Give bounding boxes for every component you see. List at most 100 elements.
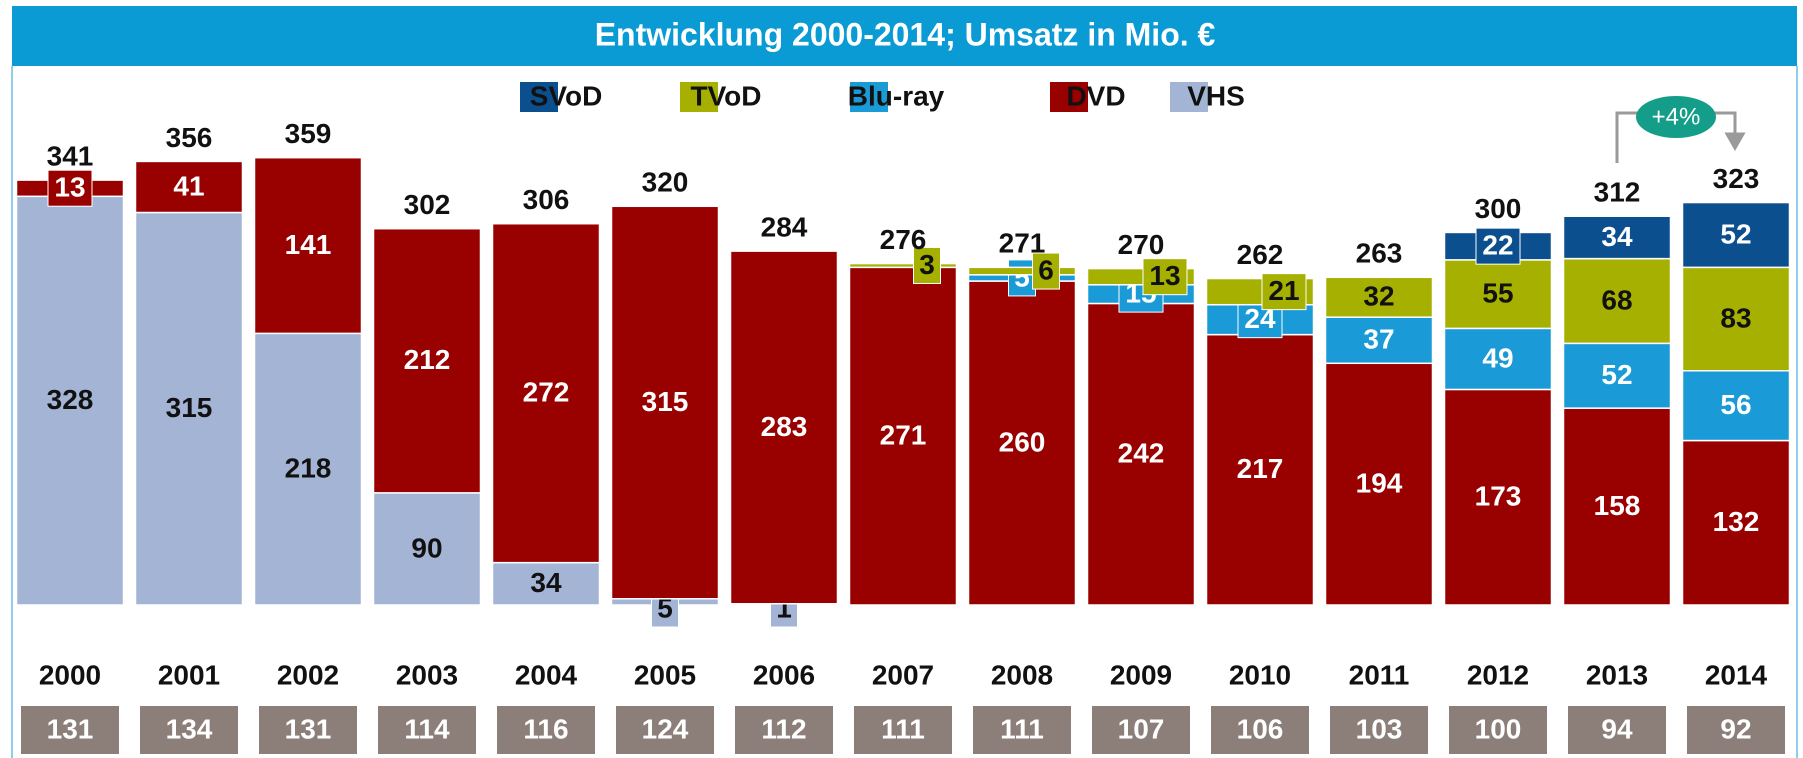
bar-segment (1324, 362, 1434, 606)
label-box (1261, 273, 1307, 311)
bar-segment (1086, 302, 1196, 606)
segment-label: 194 (1356, 468, 1403, 499)
x-tick-label: 2011 (1349, 659, 1410, 690)
annotation-badge (1636, 96, 1716, 138)
bottom-value: 103 (1356, 713, 1403, 744)
bar-segment (253, 332, 363, 606)
bar-segment (372, 492, 482, 606)
bar-segment (1562, 407, 1672, 606)
bottom-box (21, 706, 119, 754)
bottom-box (1449, 706, 1547, 754)
segment-label: 52 (1720, 218, 1751, 249)
total-label: 312 (1594, 177, 1641, 208)
bottom-box (1330, 706, 1428, 754)
bar-segment (372, 227, 482, 494)
bottom-box (1687, 706, 1785, 754)
bottom-box (259, 706, 357, 754)
x-tick-label: 2007 (872, 659, 934, 690)
segment-label: 22 (1482, 230, 1513, 261)
chart-title: Entwicklung 2000-2014; Umsatz in Mio. € (595, 16, 1216, 52)
segment-label: 242 (1118, 438, 1165, 469)
bar-segment (1205, 333, 1315, 606)
bottom-value: 106 (1237, 713, 1284, 744)
segment-label: 52 (1601, 359, 1632, 390)
legend-swatch (850, 82, 888, 112)
segment-label: 218 (285, 453, 332, 484)
bottom-box (854, 706, 952, 754)
label-box (1475, 227, 1521, 265)
segment-label: 315 (642, 386, 689, 417)
bar-segment (610, 205, 720, 600)
bar-segment (967, 280, 1077, 606)
bottom-box (973, 706, 1071, 754)
title-bar (12, 6, 1797, 66)
total-label: 306 (523, 184, 570, 215)
total-label: 276 (880, 224, 927, 255)
segment-label: 68 (1601, 284, 1632, 315)
bottom-value: 107 (1118, 713, 1165, 744)
legend-label: TVoD (690, 80, 761, 111)
total-label: 300 (1475, 193, 1522, 224)
total-label: 270 (1118, 229, 1165, 260)
bottom-value: 94 (1601, 713, 1633, 744)
bar-segment (1681, 370, 1791, 442)
bar-segment (1324, 316, 1434, 365)
x-tick-label: 2002 (277, 659, 339, 690)
bar-segment (1681, 439, 1791, 606)
segment-label: 55 (1482, 278, 1513, 309)
bottom-box (1568, 706, 1666, 754)
bottom-value: 134 (166, 713, 213, 744)
legend-swatch (1170, 82, 1208, 112)
legend-label: DVD (1066, 80, 1125, 111)
segment-label: 5 (657, 592, 673, 623)
x-tick-label: 2012 (1467, 659, 1529, 690)
bar-segment (729, 250, 839, 605)
bottom-box (497, 706, 595, 754)
segment-label: 132 (1713, 506, 1760, 537)
bar-segment (848, 266, 958, 606)
bar-segment (134, 211, 244, 606)
total-label: 359 (285, 118, 332, 149)
segment-label: 6 (1038, 254, 1054, 285)
bottom-value: 112 (761, 713, 806, 744)
bottom-value: 111 (1000, 713, 1044, 744)
bar-segment (1562, 215, 1672, 260)
bottom-value: 92 (1720, 713, 1751, 744)
legend-swatch (520, 82, 558, 112)
x-tick-label: 2009 (1110, 659, 1172, 690)
bar-segment (134, 160, 244, 214)
segment-label: 212 (404, 344, 451, 375)
total-label: 262 (1237, 239, 1284, 270)
x-tick-label: 2000 (39, 659, 101, 690)
segment-label: 5 (1014, 261, 1030, 292)
bottom-value: 131 (285, 713, 332, 744)
segment-label: 13 (1149, 260, 1180, 291)
total-label: 263 (1356, 238, 1403, 269)
bar-segment (1562, 257, 1672, 345)
segment-label: 283 (761, 411, 808, 442)
segment-label: 217 (1237, 453, 1284, 484)
legend-swatch (1050, 82, 1088, 112)
bar-segment (15, 195, 125, 606)
annotation: +4% (1652, 103, 1701, 130)
x-tick-label: 2005 (634, 659, 696, 690)
segment-label: 271 (880, 420, 927, 451)
bar-segment (1562, 342, 1672, 409)
segment-label: 260 (999, 426, 1046, 457)
segment-label: 315 (166, 392, 213, 423)
bottom-box (616, 706, 714, 754)
segment-label: 13 (54, 172, 85, 203)
bottom-value: 116 (523, 713, 568, 744)
x-tick-label: 2001 (158, 659, 220, 690)
segment-label: 173 (1475, 481, 1522, 512)
bottom-value: 131 (47, 713, 94, 744)
growth-arrow (1615, 111, 1746, 163)
segment-label: 90 (411, 532, 442, 563)
bar-segment (848, 262, 958, 269)
bottom-value: 100 (1475, 713, 1522, 744)
segment-label: 56 (1720, 389, 1751, 420)
bottom-value: 111 (881, 713, 925, 744)
segment-label: 328 (47, 384, 94, 415)
x-tick-label: 2013 (1586, 659, 1648, 690)
x-tick-label: 2004 (515, 659, 578, 690)
